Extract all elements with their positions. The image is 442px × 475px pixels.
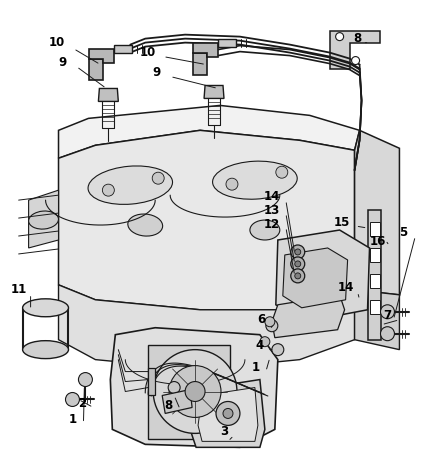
Text: 4: 4 [256, 339, 264, 352]
Polygon shape [354, 130, 400, 295]
Circle shape [381, 305, 394, 319]
Polygon shape [276, 230, 370, 322]
Polygon shape [110, 328, 278, 447]
Text: 5: 5 [399, 226, 408, 238]
Circle shape [153, 350, 237, 433]
Polygon shape [162, 390, 192, 413]
Text: 8: 8 [164, 399, 172, 412]
Polygon shape [193, 53, 207, 75]
Circle shape [272, 344, 284, 356]
Polygon shape [58, 130, 354, 310]
Circle shape [103, 184, 114, 196]
Text: 7: 7 [383, 309, 392, 322]
Polygon shape [370, 248, 380, 262]
Circle shape [351, 57, 359, 65]
Ellipse shape [213, 161, 297, 199]
Circle shape [291, 269, 305, 283]
Ellipse shape [29, 211, 58, 229]
Circle shape [295, 273, 301, 279]
Polygon shape [370, 274, 380, 288]
Polygon shape [148, 368, 155, 395]
Ellipse shape [23, 341, 69, 359]
Text: 9: 9 [152, 66, 160, 79]
Circle shape [266, 320, 278, 332]
Text: 15: 15 [333, 216, 350, 228]
Circle shape [295, 249, 301, 255]
Ellipse shape [128, 214, 163, 236]
Polygon shape [198, 388, 258, 441]
Circle shape [226, 178, 238, 190]
Text: 3: 3 [220, 425, 228, 438]
Circle shape [78, 372, 92, 387]
Circle shape [291, 245, 305, 259]
Circle shape [65, 392, 80, 407]
Circle shape [223, 408, 233, 418]
Circle shape [295, 261, 301, 267]
Polygon shape [330, 31, 380, 68]
Polygon shape [193, 43, 218, 57]
Polygon shape [99, 88, 118, 102]
Text: 14: 14 [263, 190, 280, 203]
Polygon shape [58, 105, 359, 158]
Text: 10: 10 [48, 36, 65, 49]
Circle shape [185, 381, 205, 401]
Text: 9: 9 [58, 56, 67, 69]
Polygon shape [148, 345, 230, 439]
Text: 14: 14 [337, 281, 354, 294]
Circle shape [381, 327, 394, 341]
Polygon shape [204, 86, 224, 98]
Text: 16: 16 [370, 236, 386, 248]
Circle shape [276, 166, 288, 178]
Ellipse shape [23, 299, 69, 317]
Circle shape [265, 317, 275, 327]
Polygon shape [370, 300, 380, 314]
Circle shape [335, 33, 343, 41]
Polygon shape [272, 295, 345, 338]
Polygon shape [370, 222, 380, 236]
Polygon shape [58, 285, 354, 370]
Polygon shape [190, 380, 265, 447]
Text: 10: 10 [140, 46, 156, 59]
Text: 6: 6 [258, 313, 266, 326]
Polygon shape [89, 58, 103, 80]
Polygon shape [89, 48, 114, 63]
Polygon shape [114, 45, 132, 53]
Circle shape [260, 337, 270, 347]
Circle shape [169, 366, 221, 418]
Circle shape [291, 257, 305, 271]
Ellipse shape [250, 220, 280, 240]
Polygon shape [368, 210, 381, 340]
Text: 2: 2 [78, 397, 87, 410]
Text: 1: 1 [69, 413, 76, 426]
Text: 1: 1 [252, 361, 260, 374]
Text: 8: 8 [354, 32, 362, 45]
Text: 12: 12 [264, 218, 280, 230]
Polygon shape [283, 248, 347, 308]
Circle shape [152, 172, 164, 184]
Text: 11: 11 [11, 283, 27, 296]
Polygon shape [29, 190, 58, 248]
Polygon shape [354, 290, 400, 350]
Circle shape [216, 401, 240, 426]
Text: 13: 13 [264, 204, 280, 217]
Ellipse shape [88, 166, 172, 204]
Circle shape [168, 381, 180, 393]
Polygon shape [218, 38, 236, 47]
